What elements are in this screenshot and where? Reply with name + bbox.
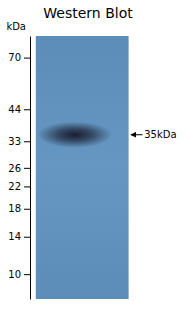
y-tick: 10 xyxy=(8,269,30,280)
y-tick: 14 xyxy=(8,231,30,242)
marks xyxy=(36,36,129,299)
title: Western Blot xyxy=(43,5,133,21)
y-tick-label: 10 xyxy=(8,269,21,280)
y-tick: 33 xyxy=(8,136,30,147)
y-axis-line xyxy=(30,37,31,300)
y-tick-label: 14 xyxy=(8,231,21,242)
y-tick-label: 18 xyxy=(8,203,21,214)
band xyxy=(38,122,112,148)
y-tick-mark xyxy=(24,186,30,187)
y-tick-mark xyxy=(24,274,30,275)
y-tick-mark xyxy=(24,141,30,142)
annotations: 35kDa xyxy=(131,129,177,140)
y-tick: 26 xyxy=(8,163,30,174)
annotation-arrow xyxy=(131,134,143,135)
y-tick-label: 22 xyxy=(8,181,21,192)
y-tick-label: 44 xyxy=(8,104,21,115)
y-axis-label: kDa xyxy=(6,21,26,32)
y-tick: 18 xyxy=(8,203,30,214)
y-tick-mark xyxy=(24,168,30,169)
plot: 70 44 33 26 22 18 14 10 kDa 35kDa xyxy=(6,21,176,300)
y-tick-label: 70 xyxy=(8,52,21,63)
chart: 70 44 33 26 22 18 14 10 kDa 35kDa Western Blot xyxy=(0,0,190,309)
y-tick: 44 xyxy=(8,104,30,115)
y-tick-label: 33 xyxy=(8,136,21,147)
annotation-label: 35kDa xyxy=(144,129,176,140)
y-tick-label: 26 xyxy=(8,163,21,174)
gel-lane xyxy=(36,36,129,299)
y-tick: 22 xyxy=(8,181,30,192)
y-tick-mark xyxy=(24,109,30,110)
y-tick-mark xyxy=(24,58,30,59)
y-tick: 70 xyxy=(8,52,30,63)
y-axis: 70 44 33 26 22 18 14 10 xyxy=(8,37,30,300)
y-tick-mark xyxy=(24,237,30,238)
y-tick-mark xyxy=(24,209,30,210)
